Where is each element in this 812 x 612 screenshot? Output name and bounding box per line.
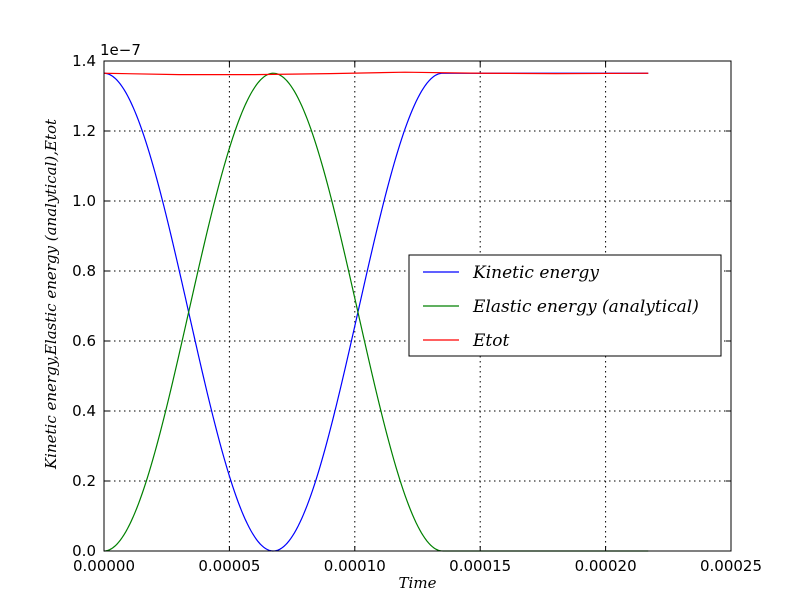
y-axis-label: Kinetic energy,Elastic energy (analytica… bbox=[42, 118, 60, 470]
x-tick-label: 0.00015 bbox=[449, 557, 511, 575]
axis-ticks: 0.00000 0.00005 0.00010 0.00015 0.00020 0.000… bbox=[72, 52, 762, 575]
plot-frame bbox=[103, 60, 732, 552]
y-tick-label: 0.0 bbox=[72, 542, 96, 560]
x-tick-label: 0.00000 bbox=[73, 557, 135, 575]
y-tick-label: 1.4 bbox=[72, 52, 96, 70]
x-tick-label: 0.00010 bbox=[324, 557, 386, 575]
y-tick-label: 0.4 bbox=[72, 402, 96, 420]
y-tick-label: 1.0 bbox=[72, 192, 96, 210]
x-axis-label: Time bbox=[399, 574, 437, 592]
legend-label: Elastic energy (analytical) bbox=[472, 297, 699, 317]
y-tick-label: 0.2 bbox=[72, 472, 96, 490]
y-offset-label: 1e−7 bbox=[100, 41, 141, 59]
y-tick-label: 0.6 bbox=[72, 332, 96, 350]
legend-label: Etot bbox=[472, 331, 509, 351]
legend: Kinetic energy Elastic energy (analytical… bbox=[408, 254, 722, 357]
x-tick-label: 0.00005 bbox=[198, 557, 260, 575]
legend-label: Kinetic energy bbox=[472, 263, 599, 283]
x-tick-label: 0.00020 bbox=[575, 557, 637, 575]
x-tick-label: 0.00025 bbox=[700, 557, 762, 575]
legend-box bbox=[408, 254, 722, 357]
y-tick-label: 0.8 bbox=[72, 262, 96, 280]
series-line-2 bbox=[103, 71, 649, 76]
y-tick-label: 1.2 bbox=[72, 122, 96, 140]
